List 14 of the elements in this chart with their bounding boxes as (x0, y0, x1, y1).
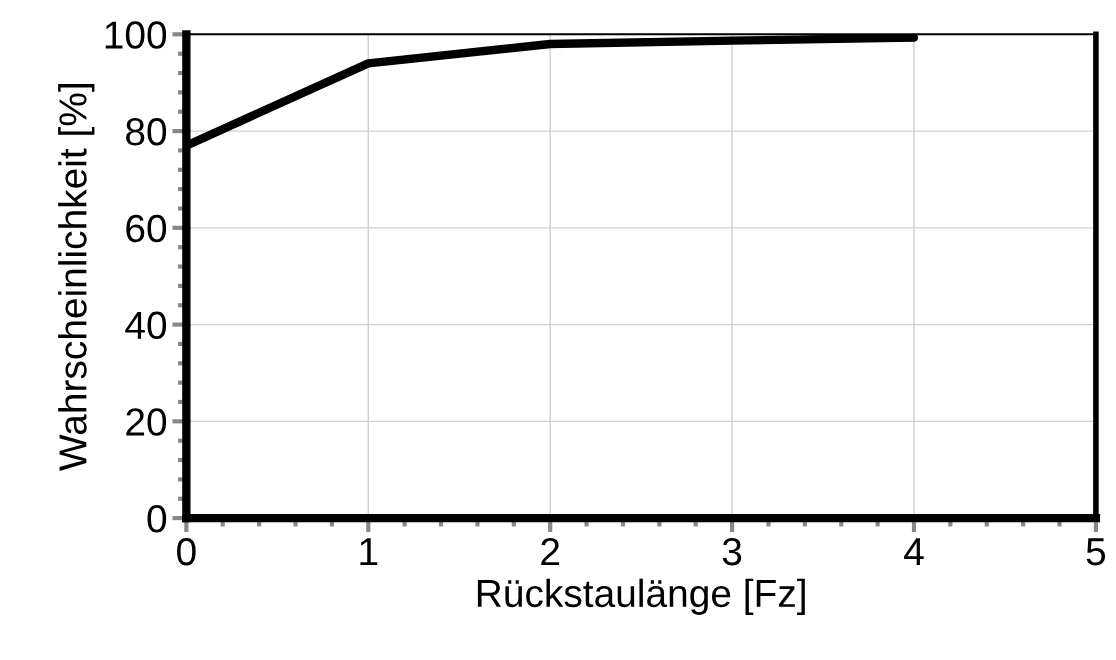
x-tick-label: 1 (360, 538, 378, 566)
x-tick-label: 5 (1086, 538, 1106, 566)
x-tick-label: 0 (177, 537, 196, 566)
y-tick-label: 0 (147, 505, 167, 533)
x-tick-label: 4 (904, 538, 924, 566)
y-tick-label: 60 (126, 214, 167, 243)
x-axis-title: Rückstaulänge [Fz] (477, 578, 805, 615)
y-tick-label: 20 (126, 408, 167, 436)
y-tick-label: 80 (126, 118, 167, 146)
x-tick-label: 2 (541, 537, 560, 566)
y-axis-title: Wahrscheinlichkeit [%] (58, 84, 95, 471)
y-tick-label: 40 (125, 311, 167, 340)
y-tick-label: 100 (105, 21, 167, 49)
x-tick-label: 3 (722, 537, 742, 566)
